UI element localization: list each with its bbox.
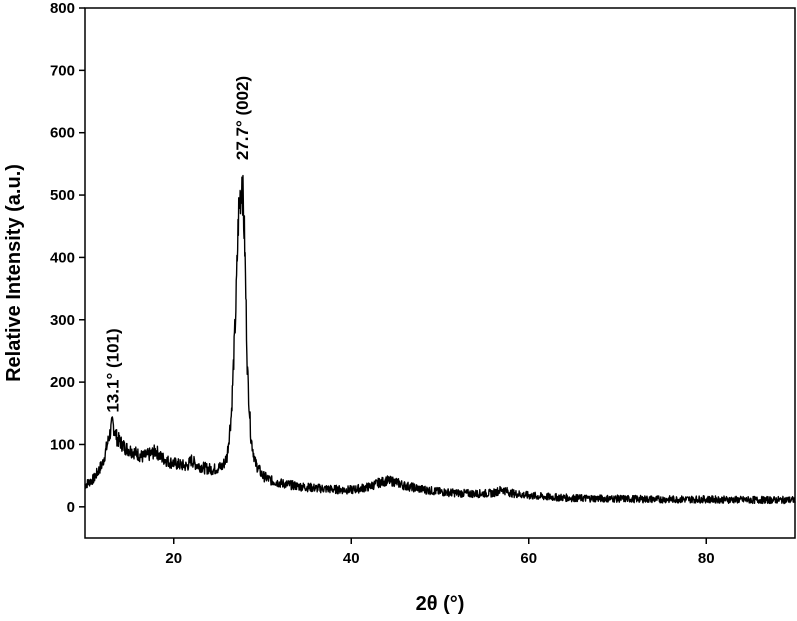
y-axis: 0 100 200 300 400 500 600 700 800 bbox=[50, 0, 85, 516]
y-tick-label-8: 800 bbox=[50, 0, 75, 17]
x-axis: 20 40 60 80 bbox=[165, 538, 715, 567]
annotation-1: 27.7° (002) bbox=[233, 76, 252, 160]
annotation-0: 13.1° (101) bbox=[104, 328, 123, 412]
x-axis-title: 2θ (°) bbox=[416, 593, 465, 615]
y-tick-label-6: 600 bbox=[50, 125, 75, 142]
y-tick-label-5: 500 bbox=[50, 187, 75, 204]
y-tick-label-2: 200 bbox=[50, 374, 75, 391]
x-tick-label-0: 20 bbox=[165, 550, 182, 567]
x-tick-label-3: 80 bbox=[698, 550, 715, 567]
peak-annotations: 13.1° (101) 27.7° (002) bbox=[104, 76, 253, 413]
y-tick-label-0: 0 bbox=[67, 499, 75, 516]
y-tick-label-1: 100 bbox=[50, 436, 75, 453]
series-line bbox=[84, 174, 796, 505]
y-tick-label-7: 700 bbox=[50, 62, 75, 79]
x-tick-label-2: 60 bbox=[520, 550, 537, 567]
y-axis-title: Relative Intensity (a.u.) bbox=[3, 164, 25, 382]
y-tick-label-4: 400 bbox=[50, 249, 75, 266]
y-tick-label-3: 300 bbox=[50, 312, 75, 329]
x-tick-label-1: 40 bbox=[343, 550, 360, 567]
plot-frame bbox=[84, 7, 796, 539]
